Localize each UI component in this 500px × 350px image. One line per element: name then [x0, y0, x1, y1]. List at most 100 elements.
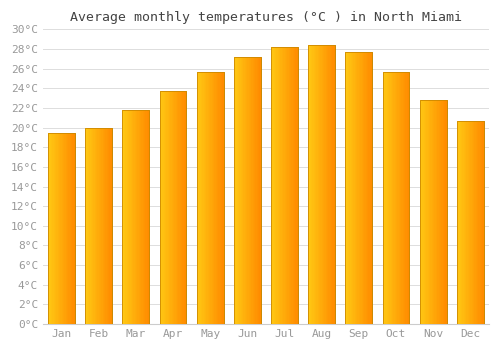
Bar [426, 100, 428, 324]
Bar [464, 121, 465, 324]
Bar [168, 91, 169, 324]
Bar [346, 52, 372, 324]
Bar [436, 100, 437, 324]
Bar [176, 91, 177, 324]
Bar [72, 133, 74, 324]
Bar [287, 47, 288, 324]
Bar [296, 47, 298, 324]
Bar [210, 72, 212, 324]
Bar [217, 72, 218, 324]
Bar [70, 133, 71, 324]
Bar [477, 121, 478, 324]
Bar [86, 128, 112, 324]
Bar [60, 133, 62, 324]
Bar [352, 52, 354, 324]
Bar [400, 72, 402, 324]
Bar [213, 72, 214, 324]
Bar [294, 47, 295, 324]
Bar [137, 110, 138, 324]
Bar [314, 45, 315, 324]
Bar [132, 110, 133, 324]
Bar [59, 133, 60, 324]
Bar [308, 45, 335, 324]
Bar [457, 121, 483, 324]
Bar [480, 121, 481, 324]
Bar [234, 57, 235, 324]
Bar [465, 121, 466, 324]
Bar [144, 110, 145, 324]
Bar [98, 128, 100, 324]
Bar [71, 133, 72, 324]
Bar [354, 52, 355, 324]
Bar [216, 72, 217, 324]
Bar [51, 133, 52, 324]
Bar [180, 91, 181, 324]
Bar [258, 57, 260, 324]
Bar [274, 47, 275, 324]
Bar [214, 72, 216, 324]
Bar [234, 57, 260, 324]
Bar [316, 45, 318, 324]
Bar [202, 72, 203, 324]
Bar [328, 45, 330, 324]
Bar [283, 47, 284, 324]
Bar [355, 52, 356, 324]
Bar [206, 72, 208, 324]
Bar [246, 57, 248, 324]
Bar [366, 52, 367, 324]
Bar [161, 91, 162, 324]
Bar [334, 45, 335, 324]
Bar [74, 133, 75, 324]
Bar [319, 45, 320, 324]
Bar [68, 133, 70, 324]
Bar [111, 128, 112, 324]
Bar [404, 72, 406, 324]
Bar [275, 47, 276, 324]
Bar [160, 91, 186, 324]
Bar [48, 133, 75, 324]
Bar [102, 128, 104, 324]
Bar [172, 91, 173, 324]
Bar [290, 47, 291, 324]
Bar [218, 72, 220, 324]
Bar [108, 128, 110, 324]
Bar [56, 133, 58, 324]
Bar [248, 57, 250, 324]
Bar [457, 121, 458, 324]
Bar [182, 91, 184, 324]
Bar [461, 121, 462, 324]
Bar [136, 110, 137, 324]
Bar [359, 52, 360, 324]
Bar [48, 133, 75, 324]
Bar [406, 72, 408, 324]
Bar [382, 72, 409, 324]
Bar [420, 100, 446, 324]
Bar [430, 100, 432, 324]
Bar [442, 100, 444, 324]
Bar [356, 52, 358, 324]
Bar [434, 100, 436, 324]
Bar [462, 121, 464, 324]
Bar [173, 91, 174, 324]
Bar [398, 72, 400, 324]
Bar [441, 100, 442, 324]
Bar [347, 52, 348, 324]
Bar [286, 47, 287, 324]
Bar [212, 72, 213, 324]
Bar [346, 52, 347, 324]
Bar [240, 57, 242, 324]
Bar [384, 72, 386, 324]
Bar [362, 52, 363, 324]
Bar [122, 110, 149, 324]
Bar [444, 100, 445, 324]
Bar [310, 45, 311, 324]
Bar [481, 121, 482, 324]
Bar [330, 45, 331, 324]
Bar [315, 45, 316, 324]
Bar [473, 121, 474, 324]
Bar [234, 57, 260, 324]
Bar [271, 47, 298, 324]
Bar [122, 110, 149, 324]
Bar [220, 72, 221, 324]
Bar [200, 72, 201, 324]
